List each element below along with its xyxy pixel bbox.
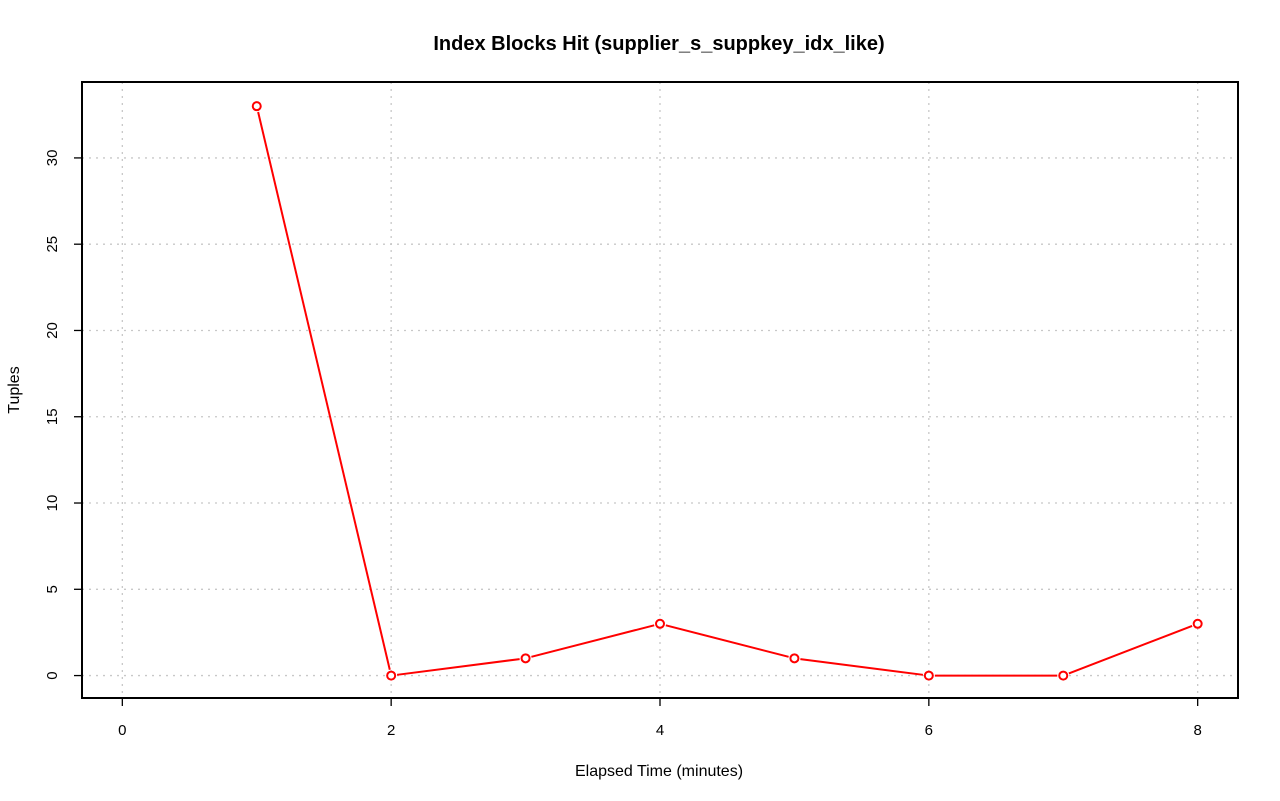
data-point (789, 653, 800, 664)
y-tick-label: 10 (44, 495, 61, 512)
x-axis: 0 2 4 6 8 (118, 698, 1202, 739)
series-line-segment (800, 658, 924, 676)
y-axis: 0 5 10 15 20 25 30 (44, 150, 82, 680)
grid (82, 82, 1238, 698)
data-point (1058, 670, 1069, 681)
x-axis-label: Elapsed Time (minutes) (575, 763, 743, 780)
y-tick-label: 25 (44, 236, 61, 253)
chart-title: Index Blocks Hit (supplier_s_suppkey_idx… (433, 33, 884, 55)
x-tick-label: 4 (656, 722, 664, 739)
data-point (923, 670, 934, 681)
y-tick-label: 30 (44, 150, 61, 167)
x-tick-label: 2 (387, 722, 395, 739)
y-tick-label: 20 (44, 322, 61, 339)
series-line-segment (1068, 625, 1193, 675)
series-line-segment (257, 111, 391, 670)
series-line-segment (665, 624, 789, 658)
y-tick-label: 5 (44, 585, 61, 593)
data-point (655, 618, 665, 629)
y-tick-label: 0 (44, 671, 61, 679)
x-tick-label: 6 (925, 722, 933, 739)
series-line-segment (396, 658, 520, 676)
data-point (1192, 618, 1203, 629)
x-tick-label: 0 (118, 722, 126, 739)
y-tick-label: 15 (44, 408, 61, 425)
data-point (520, 653, 531, 664)
data-point (386, 670, 397, 681)
y-axis-label: Tuples (6, 366, 23, 413)
x-tick-label: 8 (1194, 722, 1202, 739)
series-line-segment (531, 624, 655, 658)
data-point (251, 101, 262, 112)
series-layer (251, 101, 1203, 681)
